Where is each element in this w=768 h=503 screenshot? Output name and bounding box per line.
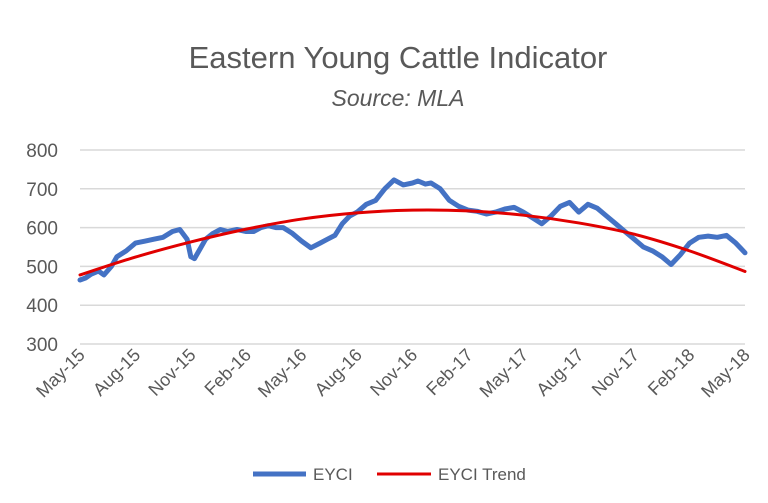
x-tick-label: May-18 [697,345,754,402]
y-axis-ticks: 300 400 500 600 700 800 [26,141,58,356]
series-lines [77,177,748,283]
chart-title: Eastern Young Cattle Indicator [189,40,608,75]
x-tick-label: Nov-15 [144,345,199,400]
x-tick-label: May-17 [476,345,533,402]
y-tick-label: 600 [26,219,58,240]
x-tick-label: Nov-16 [366,345,421,400]
y-tick-label: 700 [26,180,58,201]
x-tick-label: Feb-18 [644,345,698,399]
x-tick-label: Aug-15 [89,345,144,400]
y-tick-label: 800 [26,141,58,162]
eyci-trend-line [78,208,747,277]
legend: EYCI EYCI Trend [253,465,526,484]
x-tick-label: Feb-17 [422,345,476,399]
x-tick-label: May-16 [254,345,311,402]
x-tick-label: Aug-16 [311,345,366,400]
legend-label-eyci: EYCI [313,465,353,484]
chart-subtitle: Source: MLA [332,85,465,111]
y-tick-label: 300 [26,335,58,356]
eyci-series-line [77,177,748,283]
y-tick-label: 500 [26,257,58,278]
legend-label-eyci-trend: EYCI Trend [438,465,526,484]
gridlines [80,149,745,345]
y-tick-label: 400 [26,296,58,317]
x-tick-label: Nov-17 [588,345,643,400]
x-tick-label: Aug-17 [532,345,587,400]
x-tick-label: Feb-16 [201,345,255,399]
